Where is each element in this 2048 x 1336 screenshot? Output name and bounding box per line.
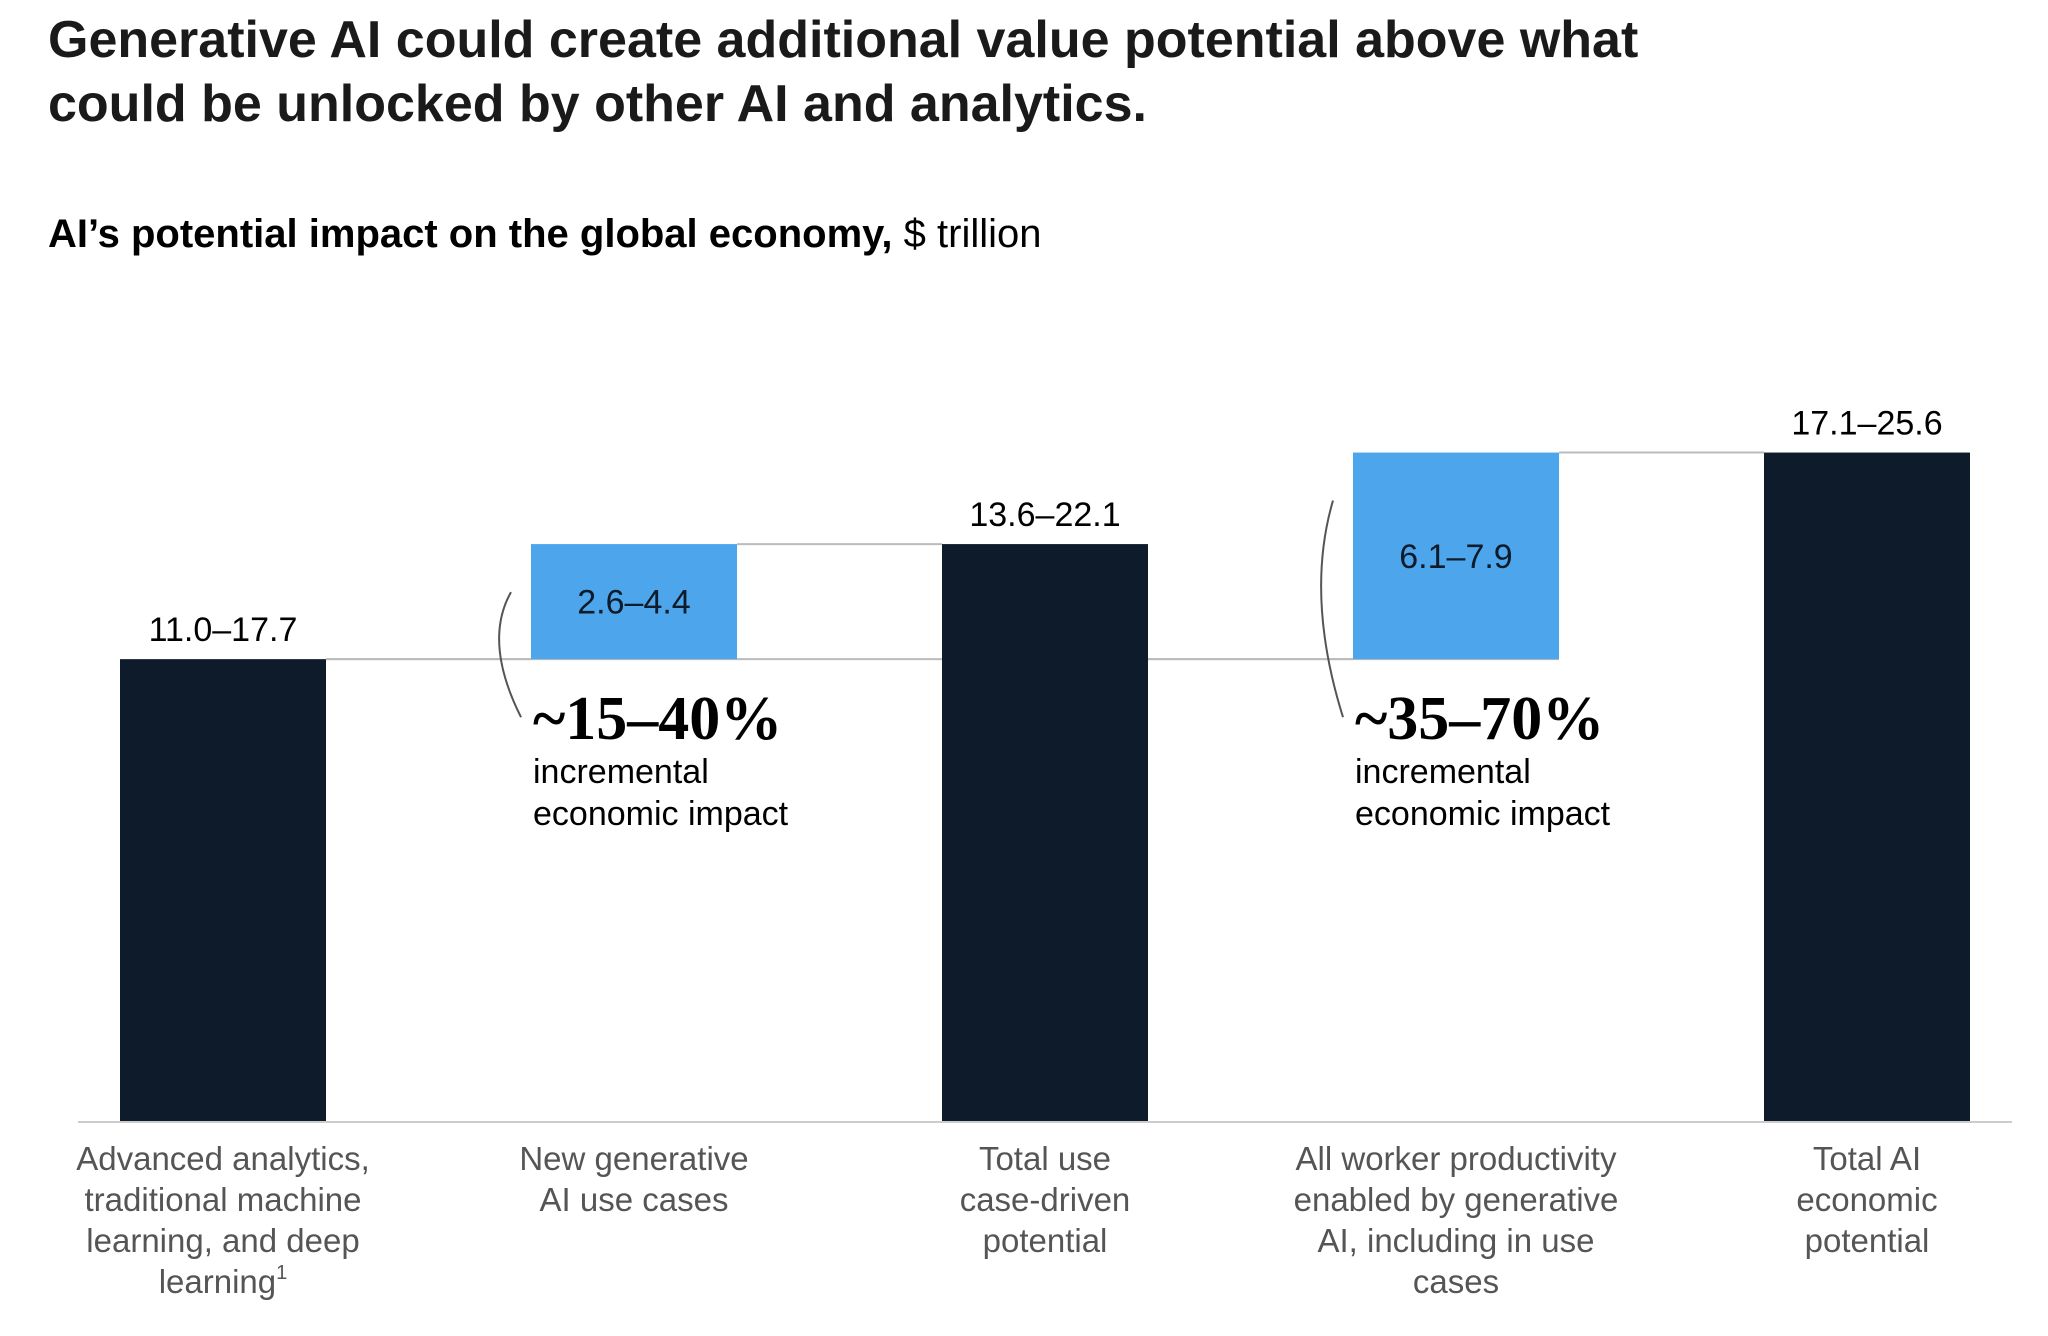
percent-impact-label: ~35–70% bbox=[1355, 685, 1604, 753]
bar-value-label: 13.6–22.1 bbox=[969, 496, 1120, 534]
bracket-arc bbox=[498, 591, 522, 718]
category-label: Total use bbox=[979, 1140, 1111, 1177]
chart-headline: Generative AI could create additional va… bbox=[48, 11, 1639, 133]
category-label: Advanced analytics, bbox=[76, 1140, 370, 1177]
chart-subtitle: AI’s potential impact on the global econ… bbox=[48, 210, 1042, 258]
category-labels: Advanced analytics, traditional machine le… bbox=[76, 1140, 1937, 1300]
impact-caption: incremental bbox=[1355, 753, 1531, 791]
value-labels: 11.0–17.7 2.6–4.4 13.6–22.1 6.1–7.9 17.1–25.… bbox=[149, 405, 1943, 650]
increment-bar bbox=[531, 544, 737, 660]
category-label: New generative bbox=[519, 1140, 748, 1177]
category-label: learning, and deep bbox=[86, 1222, 359, 1259]
category-label: traditional machine bbox=[85, 1181, 362, 1218]
percent-impact-label: ~15–40% bbox=[533, 685, 782, 753]
category-label: enabled by generative bbox=[1294, 1181, 1619, 1218]
bar-value-label: 11.0–17.7 bbox=[149, 611, 298, 649]
category-label: Total AI bbox=[1813, 1140, 1921, 1177]
impact-caption: incremental bbox=[533, 753, 709, 791]
category-label: potential bbox=[983, 1222, 1108, 1259]
impact-caption: economic impact bbox=[533, 795, 789, 833]
category-label: economic bbox=[1796, 1181, 1937, 1218]
bar-value-label: 6.1–7.9 bbox=[1399, 538, 1512, 576]
subtitle-main: AI’s potential impact on the global econ… bbox=[48, 212, 893, 256]
impact-caption: economic impact bbox=[1355, 795, 1611, 833]
category-label: potential bbox=[1805, 1222, 1930, 1259]
bracket-arc bbox=[1320, 500, 1344, 718]
category-label: learning1 bbox=[159, 1262, 288, 1300]
bar-value-label: 2.6–4.4 bbox=[577, 584, 690, 622]
bars-group bbox=[120, 452, 1970, 1122]
category-label: All worker productivity bbox=[1296, 1140, 1617, 1177]
total-bar bbox=[942, 544, 1148, 1122]
category-label: AI, including in use bbox=[1317, 1222, 1594, 1259]
category-label: AI use cases bbox=[540, 1181, 729, 1218]
bar-value-label: 17.1–25.6 bbox=[1791, 405, 1942, 443]
increment-bar bbox=[1353, 452, 1559, 660]
subtitle-unit: $ trillion bbox=[903, 212, 1042, 256]
total-bar bbox=[120, 659, 326, 1122]
category-label: case-driven bbox=[960, 1181, 1131, 1218]
total-bar bbox=[1764, 452, 1970, 1122]
category-label: cases bbox=[1413, 1263, 1499, 1300]
footnote-marker: 1 bbox=[276, 1262, 287, 1284]
